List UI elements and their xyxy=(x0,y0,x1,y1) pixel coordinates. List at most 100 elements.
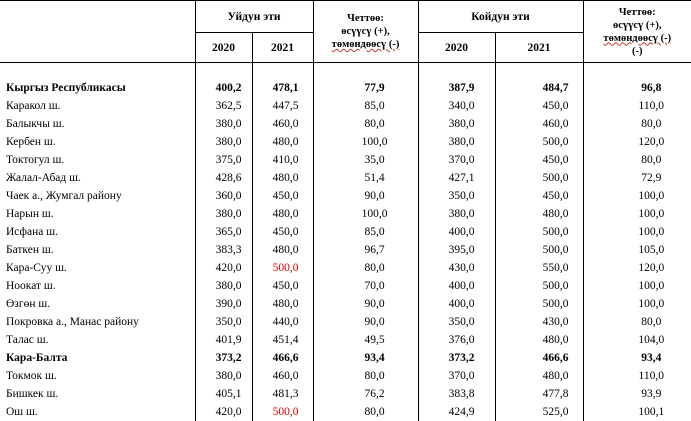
mutton-2021-cell: 450,0 xyxy=(494,187,584,205)
beef-2021-cell: 460,0 xyxy=(251,115,314,133)
mutton-2021-cell: 525,0 xyxy=(494,403,584,421)
header-spacer-row xyxy=(0,62,691,77)
region-name-cell: Кыргыз Республикасы xyxy=(6,82,126,94)
header-row-2: 2020 2021 2020 2021 xyxy=(0,32,691,63)
beef-2021-cell: 480,0 xyxy=(251,295,314,313)
beef-change-cell: 77,9 xyxy=(312,77,419,97)
table-body: Кыргыз Республикасы 400,2 478,1 77,9 387,9 48… xyxy=(0,77,691,421)
mutton-change-cell: 100,0 xyxy=(582,295,691,313)
beef-2021-cell: 450,0 xyxy=(251,187,314,205)
beef-change-cell: 76,2 xyxy=(312,385,419,403)
mutton-change-cell: 93,4 xyxy=(582,349,691,367)
beef-2020-cell: 350,0 xyxy=(194,313,252,331)
beef-2021-cell: 451,4 xyxy=(251,331,314,349)
beef-2020-cell: 420,0 xyxy=(194,259,252,277)
region-name-cell: Жалал-Абад ш. xyxy=(6,172,81,184)
mutton-2021-cell: 477,8 xyxy=(494,385,584,403)
beef-2020-cell: 380,0 xyxy=(194,277,252,295)
region-name-cell: Нарын ш. xyxy=(6,208,54,220)
region-name-cell: Чаек а., Жумгал району xyxy=(6,190,122,202)
mutton-2021-cell: 484,7 xyxy=(494,77,584,97)
mutton-2021-cell: 450,0 xyxy=(494,151,584,169)
beef-2021-cell: 450,0 xyxy=(251,277,314,295)
beef-2020-cell: 380,0 xyxy=(194,205,252,223)
beef-2020-cell: 390,0 xyxy=(194,295,252,313)
mutton-2021-cell: 500,0 xyxy=(494,295,584,313)
table-row: Кара-Балта 373,2 466,6 93,4 373,2 466,6 93,4 xyxy=(0,349,691,367)
beef-change-cell: 85,0 xyxy=(312,223,419,241)
table-row: Исфана ш. 365,0 450,0 85,0 400,0 500,0 100,0 xyxy=(0,223,691,241)
table-row: Кыргыз Республикасы 400,2 478,1 77,9 387,9 48… xyxy=(0,77,691,97)
header-corner-cell xyxy=(0,0,195,63)
beef-change-cell: 49,5 xyxy=(312,331,419,349)
mutton-change-cell: 120,0 xyxy=(582,133,691,151)
mutton-change-cell: 80,0 xyxy=(582,115,691,133)
beef-2021-cell: 480,0 xyxy=(251,205,314,223)
beef-2021-cell: 500,0 xyxy=(251,259,314,277)
mutton-2020-cell: 370,0 xyxy=(417,367,496,385)
mutton-diff-header: Четтөө: өсүүсү (+), төмөндөөсү (-) (-) xyxy=(582,0,691,63)
table-row: Баткен ш. 383,3 480,0 96,7 395,0 500,0 105,0 xyxy=(0,241,691,259)
mutton-change-cell: 100,1 xyxy=(582,403,691,421)
beef-2021-cell: 460,0 xyxy=(251,367,314,385)
beef-change-cell: 80,0 xyxy=(312,259,419,277)
beef-2020-cell: 362,5 xyxy=(194,97,252,115)
mutton-2020-cell: 427,1 xyxy=(417,169,496,187)
beef-change-cell: 90,0 xyxy=(312,187,419,205)
mutton-year-2020-header: 2020 xyxy=(417,32,496,63)
beef-2021-cell: 478,1 xyxy=(251,77,314,97)
beef-change-cell: 90,0 xyxy=(312,295,419,313)
beef-2020-cell: 360,0 xyxy=(194,187,252,205)
table-row: Ош ш. 420,0 500,0 80,0 424,9 525,0 100,1 xyxy=(0,403,691,421)
mutton-change-cell: 110,0 xyxy=(582,367,691,385)
beef-2020-cell: 373,2 xyxy=(194,349,252,367)
mutton-change-cell: 100,0 xyxy=(582,187,691,205)
beef-change-cell: 100,0 xyxy=(312,133,419,151)
beef-2021-cell: 480,0 xyxy=(251,133,314,151)
mutton-change-cell: 104,0 xyxy=(582,331,691,349)
table-row: Покровка а., Манас району 350,0 440,0 90,0 3… xyxy=(0,313,691,331)
mutton-2021-cell: 500,0 xyxy=(494,169,584,187)
mutton-2020-cell: 387,9 xyxy=(417,77,496,97)
beef-2021-cell: 440,0 xyxy=(251,313,314,331)
table-row: Жалал-Абад ш. 428,6 480,0 51,4 427,1 500,0 72,… xyxy=(0,169,691,187)
beef-2020-cell: 405,1 xyxy=(194,385,252,403)
table-row: Өзгөн ш. 390,0 480,0 90,0 400,0 500,0 100,0 xyxy=(0,295,691,313)
mutton-2021-cell: 480,0 xyxy=(494,205,584,223)
region-name-cell: Ош ш. xyxy=(6,406,38,418)
mutton-2021-cell: 480,0 xyxy=(494,367,584,385)
beef-change-cell: 80,0 xyxy=(312,367,419,385)
table-row: Балыкчы ш. 380,0 460,0 80,0 380,0 460,0 80,0 xyxy=(0,115,691,133)
table-row: Бишкек ш. 405,1 481,3 76,2 383,8 477,8 93,9 xyxy=(0,385,691,403)
beef-change-cell: 93,4 xyxy=(312,349,419,367)
beef-2021-cell: 410,0 xyxy=(251,151,314,169)
region-name-cell: Ноокат ш. xyxy=(6,280,56,292)
beef-2021-cell: 480,0 xyxy=(251,241,314,259)
mutton-change-cell: 120,0 xyxy=(582,259,691,277)
beef-year-2021-header: 2021 xyxy=(251,32,314,63)
mutton-2021-cell: 480,0 xyxy=(494,331,584,349)
mutton-2020-cell: 400,0 xyxy=(417,295,496,313)
table-row: Токмок ш. 380,0 460,0 80,0 370,0 480,0 110,0 xyxy=(0,367,691,385)
beef-change-cell: 35,0 xyxy=(312,151,419,169)
mutton-change-cell: 80,0 xyxy=(582,151,691,169)
mutton-2021-cell: 430,0 xyxy=(494,313,584,331)
mutton-2020-cell: 380,0 xyxy=(417,205,496,223)
region-name-cell: Талас ш. xyxy=(6,334,49,346)
region-name-cell: Кара-Балта xyxy=(6,352,68,364)
table-row: Чаек а., Жумгал району 360,0 450,0 90,0 350,… xyxy=(0,187,691,205)
table-row: Каракол ш. 362,5 447,5 85,0 340,0 450,0 110,0 xyxy=(0,97,691,115)
table-row: Кербен ш. 380,0 480,0 100,0 380,0 500,0 120,0 xyxy=(0,133,691,151)
table-row: Кара-Суу ш. 420,0 500,0 80,0 430,0 550,0 120,0 xyxy=(0,259,691,277)
beef-change-cell: 100,0 xyxy=(312,205,419,223)
beef-year-2020-header: 2020 xyxy=(194,32,252,63)
mutton-2020-cell: 380,0 xyxy=(417,133,496,151)
region-name-cell: Исфана ш. xyxy=(6,226,58,238)
mutton-year-2021-header: 2021 xyxy=(494,32,584,63)
region-name-cell: Каракол ш. xyxy=(6,100,61,112)
mutton-2021-cell: 500,0 xyxy=(494,133,584,151)
beef-2020-cell: 380,0 xyxy=(194,115,252,133)
mutton-2020-cell: 430,0 xyxy=(417,259,496,277)
